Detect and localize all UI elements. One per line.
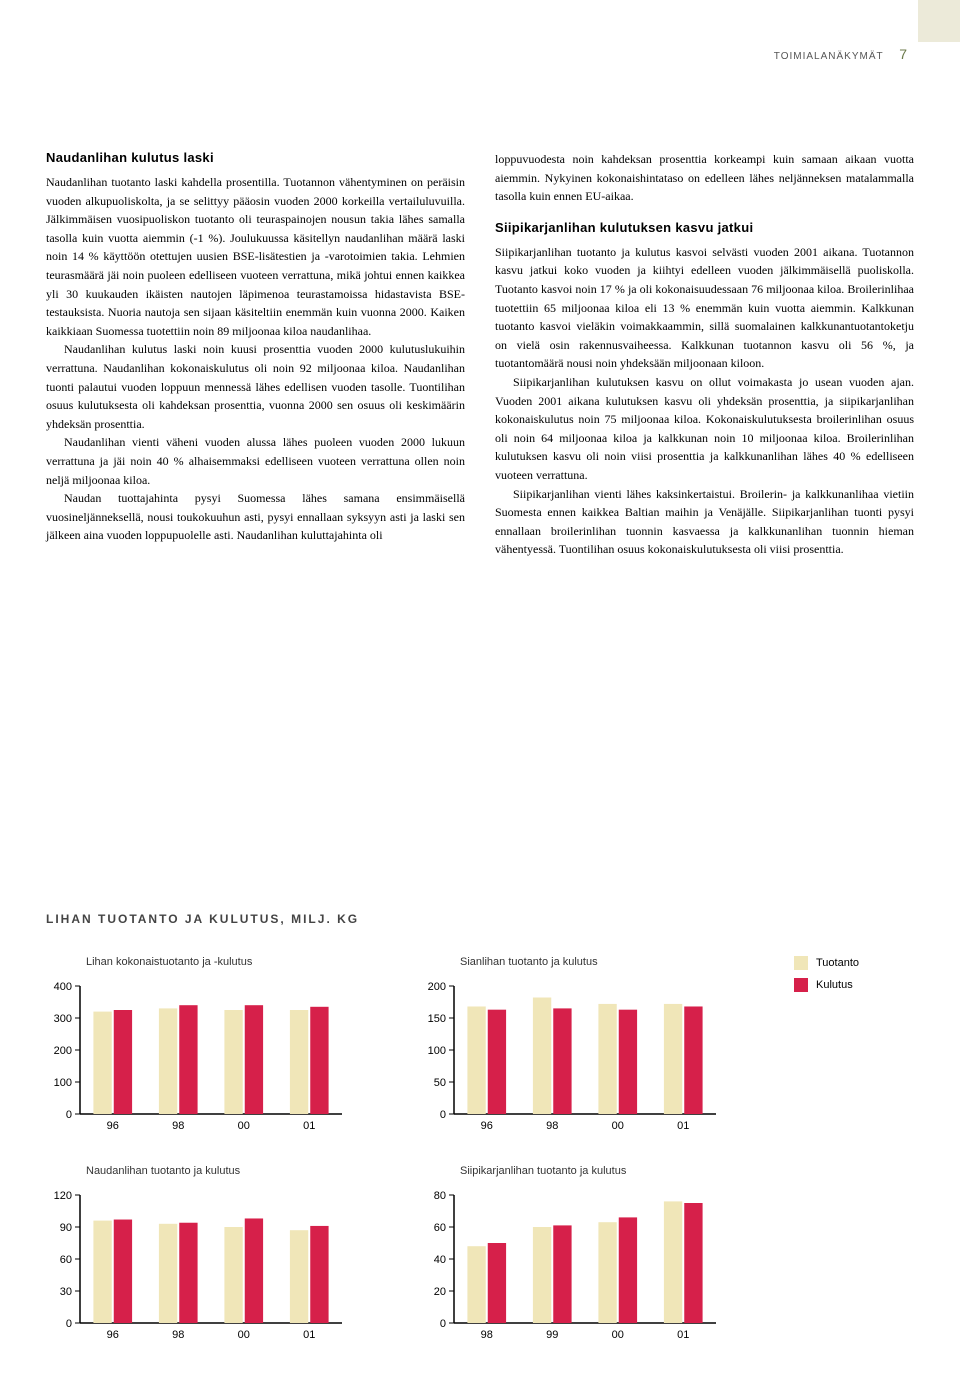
svg-text:150: 150 bbox=[428, 1013, 446, 1025]
svg-text:60: 60 bbox=[434, 1222, 446, 1234]
chart-section: LIHAN TUOTANTO JA KULUTUS, MILJ. KG Liha… bbox=[46, 912, 914, 1374]
legend-label: Kulutus bbox=[816, 979, 853, 991]
chart-svg: 0 50 100 150 200 96 98 00 01 bbox=[420, 982, 768, 1137]
svg-text:96: 96 bbox=[481, 1120, 493, 1132]
chart-block: Lihan kokonaistuotanto ja -kulutus 01002… bbox=[46, 956, 394, 1137]
para: Naudanlihan kulutus laski noin kuusi pro… bbox=[46, 340, 465, 433]
svg-text:01: 01 bbox=[677, 1120, 689, 1132]
svg-text:01: 01 bbox=[303, 1329, 315, 1341]
svg-text:90: 90 bbox=[60, 1222, 72, 1234]
left-column: Naudanlihan kulutus laski Naudanlihan tu… bbox=[46, 150, 465, 559]
svg-text:0: 0 bbox=[440, 1109, 446, 1121]
right-column: loppuvuodesta noin kahdeksan prosenttia … bbox=[495, 150, 914, 559]
svg-text:96: 96 bbox=[107, 1329, 119, 1341]
para: Naudanlihan tuotanto laski kahdella pros… bbox=[46, 173, 465, 340]
svg-text:120: 120 bbox=[54, 1191, 72, 1202]
legend-swatch-tuotanto bbox=[794, 956, 808, 970]
chart-svg: 0 100 200 300 400 96 98 00 01 bbox=[46, 982, 394, 1137]
svg-text:00: 00 bbox=[612, 1329, 624, 1341]
chart-title: Naudanlihan tuotanto ja kulutus bbox=[86, 1165, 394, 1177]
svg-text:0: 0 bbox=[66, 1318, 72, 1330]
svg-text:00: 00 bbox=[612, 1120, 624, 1132]
svg-text:99: 99 bbox=[546, 1329, 558, 1341]
legend-swatch-kulutus bbox=[794, 978, 808, 992]
svg-text:0: 0 bbox=[440, 1318, 446, 1330]
para: Siipikarjanlihan kulutuksen kasvu on oll… bbox=[495, 373, 914, 485]
para: Siipikarjanlihan tuotanto ja kulutus kas… bbox=[495, 243, 914, 373]
para: Siipikarjanlihan vienti lähes kaksinkert… bbox=[495, 485, 914, 559]
subhead-naudanliha: Naudanlihan kulutus laski bbox=[46, 150, 465, 165]
para: Naudanlihan vienti väheni vuoden alussa … bbox=[46, 433, 465, 489]
chart-block: Naudanlihan tuotanto ja kulutus 0 30 60 90 1… bbox=[46, 1165, 394, 1346]
svg-text:80: 80 bbox=[434, 1191, 446, 1202]
svg-text:100: 100 bbox=[428, 1045, 446, 1057]
svg-text:96: 96 bbox=[107, 1120, 119, 1132]
page-corner-accent bbox=[918, 0, 960, 42]
svg-text:20: 20 bbox=[434, 1286, 446, 1298]
svg-text:00: 00 bbox=[238, 1329, 250, 1341]
svg-text:40: 40 bbox=[434, 1254, 446, 1266]
svg-text:60: 60 bbox=[60, 1254, 72, 1266]
chart-svg: 0 30 60 90 120 96 98 00 01 bbox=[46, 1191, 394, 1346]
chart-title: Sianlihan tuotanto ja kulutus bbox=[460, 956, 768, 968]
para: loppuvuodesta noin kahdeksan prosenttia … bbox=[495, 150, 914, 206]
chart-legend: Tuotanto Kulutus bbox=[794, 956, 914, 1137]
chart-title: Siipikarjanlihan tuotanto ja kulutus bbox=[460, 1165, 768, 1177]
page-header: TOIMIALANÄKYMÄT 7 bbox=[774, 46, 908, 62]
subhead-siipikarja: Siipikarjanlihan kulutuksen kasvu jatkui bbox=[495, 220, 914, 235]
section-label: TOIMIALANÄKYMÄT bbox=[774, 51, 884, 62]
svg-text:50: 50 bbox=[434, 1077, 446, 1089]
charts-row-2: Naudanlihan tuotanto ja kulutus 0 30 60 90 1… bbox=[46, 1165, 914, 1346]
svg-text:30: 30 bbox=[60, 1286, 72, 1298]
svg-text:100: 100 bbox=[54, 1077, 72, 1089]
chart-svg: 0 20 40 60 80 98 99 00 01 bbox=[420, 1191, 768, 1346]
chart-block: Sianlihan tuotanto ja kulutus 0 50 100 150 2… bbox=[420, 956, 768, 1137]
charts-row-1: Lihan kokonaistuotanto ja -kulutus 01002… bbox=[46, 956, 914, 1137]
svg-text:01: 01 bbox=[303, 1120, 315, 1132]
legend-spacer bbox=[794, 1165, 914, 1346]
chart-section-title: LIHAN TUOTANTO JA KULUTUS, MILJ. KG bbox=[46, 912, 914, 926]
svg-text:01: 01 bbox=[677, 1329, 689, 1341]
svg-text:200: 200 bbox=[54, 1045, 72, 1057]
svg-text:300: 300 bbox=[54, 1013, 72, 1025]
legend-item-kulutus: Kulutus bbox=[794, 978, 914, 992]
body-text-columns: Naudanlihan kulutus laski Naudanlihan tu… bbox=[46, 150, 914, 559]
svg-text:98: 98 bbox=[546, 1120, 558, 1132]
svg-text:0: 0 bbox=[66, 1109, 72, 1121]
svg-text:98: 98 bbox=[172, 1329, 184, 1341]
legend-label: Tuotanto bbox=[816, 957, 859, 969]
para: Naudan tuottajahinta pysyi Suomessa lähe… bbox=[46, 489, 465, 545]
legend-item-tuotanto: Tuotanto bbox=[794, 956, 914, 970]
page-number: 7 bbox=[899, 46, 908, 62]
svg-text:98: 98 bbox=[172, 1120, 184, 1132]
svg-text:200: 200 bbox=[428, 982, 446, 993]
chart-block: Siipikarjanlihan tuotanto ja kulutus 0 20… bbox=[420, 1165, 768, 1346]
svg-text:400: 400 bbox=[54, 982, 72, 993]
chart-title: Lihan kokonaistuotanto ja -kulutus bbox=[86, 956, 394, 968]
svg-text:00: 00 bbox=[238, 1120, 250, 1132]
svg-text:98: 98 bbox=[481, 1329, 493, 1341]
